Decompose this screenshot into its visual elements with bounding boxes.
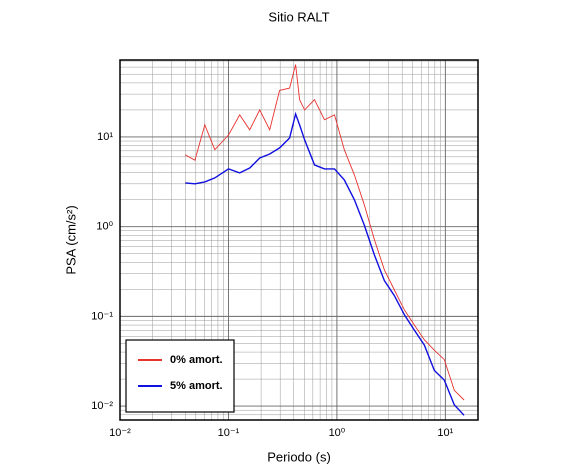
series-line — [185, 64, 465, 401]
y-tick-label: 10⁻¹ — [91, 310, 113, 322]
x-axis-label: Periodo (s) — [267, 449, 331, 464]
y-tick-label: 10⁰ — [96, 221, 113, 233]
x-tick-label: 10⁰ — [329, 427, 346, 439]
y-tick-label: 10¹ — [97, 131, 113, 143]
y-tick-label: 10⁻² — [91, 400, 113, 412]
legend-label: 5% amort. — [170, 380, 223, 392]
x-tick-label: 10⁻¹ — [218, 427, 240, 439]
x-tick-label: 10⁻² — [109, 427, 131, 439]
y-axis-label: PSA (cm/s²) — [63, 205, 78, 274]
x-tick-label: 10¹ — [437, 427, 453, 439]
chart-title: Sitio RALT — [268, 9, 329, 24]
legend-box — [125, 339, 235, 413]
plot-frame — [119, 59, 479, 421]
legend-label: 0% amort. — [170, 354, 223, 366]
series-line — [185, 111, 465, 416]
